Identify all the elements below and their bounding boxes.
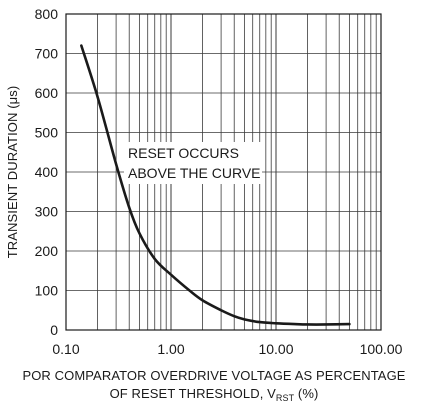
y-axis-title: TRANSIENT DURATION (μs) — [5, 86, 20, 259]
y-tick-label: 300 — [35, 204, 59, 220]
y-tick-label: 500 — [35, 125, 59, 141]
y-tick-label: 800 — [35, 6, 59, 22]
y-tick-label: 200 — [35, 243, 59, 259]
x-axis-title-line-1: POR COMPARATOR OVERDRIVE VOLTAGE AS PERC… — [22, 368, 405, 383]
series-line — [80, 44, 351, 326]
x-tick-label: 1.00 — [157, 341, 184, 357]
x-tick-label: 10.00 — [258, 341, 293, 357]
x-axis-title-subscript: RST — [276, 393, 295, 403]
y-tick-label: 0 — [50, 322, 58, 338]
x-tick-label: 0.10 — [52, 341, 79, 357]
annotation-line-1: RESET OCCURS — [128, 145, 239, 161]
y-tick-label: 700 — [35, 46, 59, 62]
x-axis-title-prefix: OF RESET THRESHOLD, V — [110, 386, 277, 401]
x-axis-title-line-2: OF RESET THRESHOLD, VRST (%) — [110, 386, 319, 403]
y-tick-label: 600 — [35, 85, 59, 101]
x-axis-title-suffix: (%) — [294, 386, 318, 401]
annotation-background — [124, 142, 262, 184]
x-tick-label: 100.00 — [360, 341, 403, 357]
x-tick-labels: 0.10 1.00 10.00 100.00 — [52, 341, 402, 357]
plot-frame — [65, 13, 382, 331]
curve-layer — [80, 44, 351, 326]
y-tick-labels: 0 100 200 300 400 500 600 700 800 — [35, 6, 59, 338]
y-tick-label: 100 — [35, 283, 59, 299]
y-tick-label: 400 — [35, 164, 59, 180]
annotation-line-2: ABOVE THE CURVE — [128, 165, 261, 181]
